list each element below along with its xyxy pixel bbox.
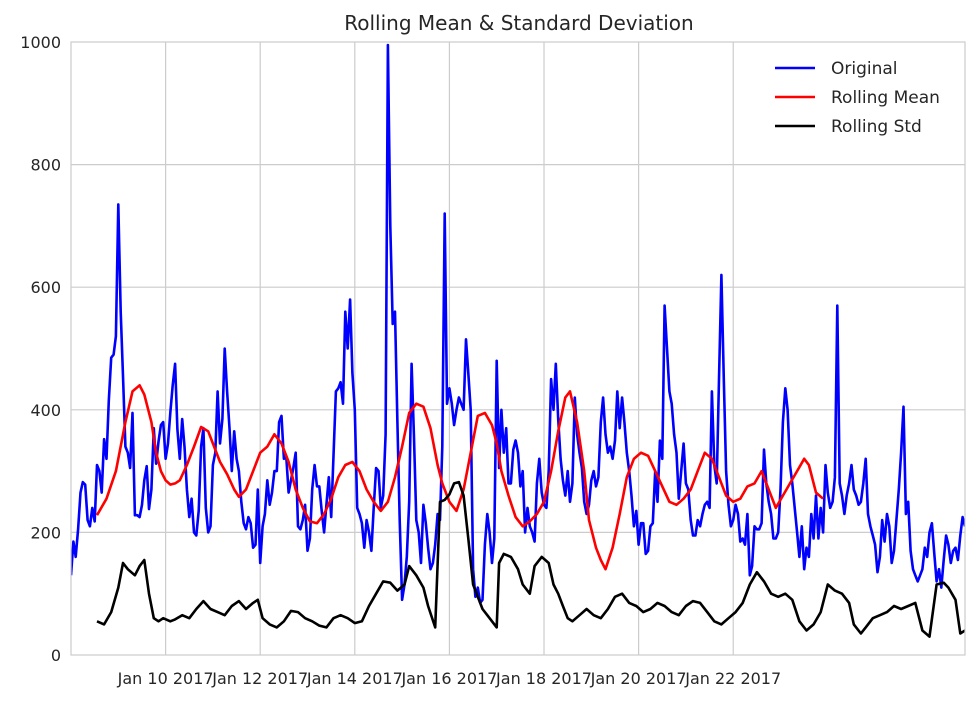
x-tick-label: Jan 12 2017 [211, 669, 308, 688]
x-tick-label: Jan 14 2017 [306, 669, 403, 688]
y-tick-label: 600 [30, 278, 61, 297]
x-tick-label: Jan 20 2017 [590, 669, 687, 688]
y-tick-label: 400 [30, 401, 61, 420]
series-rolling-mean-line [95, 384, 824, 571]
plot-frame [70, 41, 966, 656]
y-tick-label: 0 [51, 646, 61, 665]
x-tick-label: Jan 16 2017 [400, 669, 497, 688]
grid [71, 42, 965, 655]
chart-title: Rolling Mean & Standard Deviation [344, 11, 693, 35]
legend-label-rolling-std: Rolling Std [831, 117, 922, 137]
x-tick-label: Jan 22 2017 [684, 669, 781, 688]
y-tick-label: 800 [30, 156, 61, 175]
legend: Original Rolling Mean Rolling Std [775, 59, 940, 137]
legend-label-rolling-mean: Rolling Mean [831, 88, 940, 108]
y-tick-label: 1000 [20, 33, 61, 52]
series-rolling-std-line [96, 480, 965, 638]
series [71, 43, 965, 638]
legend-label-original: Original [831, 59, 898, 79]
series-original-line [71, 43, 965, 605]
x-tick-label: Jan 10 2017 [117, 669, 214, 688]
y-tick-label: 200 [30, 523, 61, 542]
x-tick-label: Jan 18 2017 [495, 669, 592, 688]
